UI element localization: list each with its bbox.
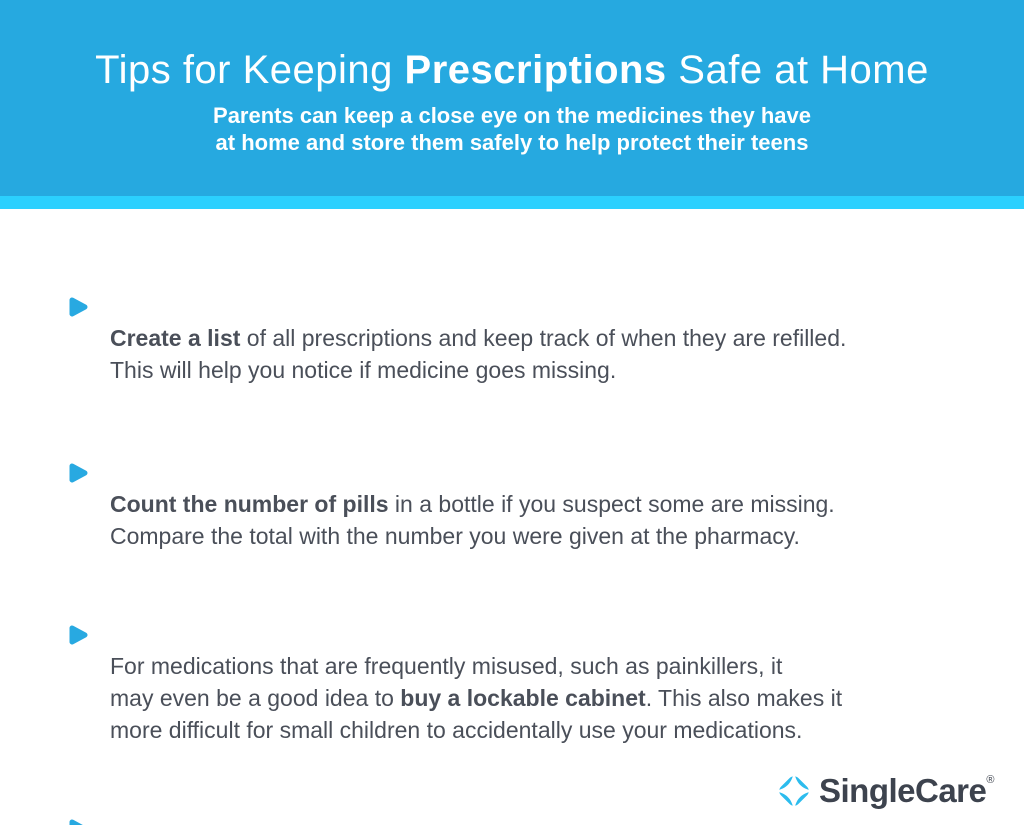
triangle-right-icon — [68, 786, 89, 825]
page-title: Tips for Keeping Prescriptions Safe at H… — [95, 48, 929, 92]
tip-item: Know the symptoms of prescription misuse… — [68, 780, 968, 825]
tip-text: Create a list of all prescriptions and k… — [110, 325, 847, 383]
brand-name: SingleCare® — [818, 772, 994, 809]
tip-text: Count the number of pills in a bottle if… — [110, 491, 835, 549]
header-accent-strip — [0, 196, 1024, 209]
tip-text: For medications that are frequently misu… — [110, 653, 843, 743]
triangle-right-icon — [68, 430, 89, 483]
registered-mark: ® — [986, 774, 994, 786]
header-banner: Tips for Keeping Prescriptions Safe at H… — [0, 0, 1024, 196]
tip-item: For medications that are frequently misu… — [68, 586, 968, 746]
tips-list: Create a list of all prescriptions and k… — [0, 209, 1024, 825]
brand-footer: SingleCare® — [775, 772, 994, 809]
triangle-right-icon — [68, 592, 89, 645]
singlecare-petal-mark-icon — [775, 773, 812, 809]
triangle-right-icon — [68, 264, 89, 317]
tip-item: Create a list of all prescriptions and k… — [68, 258, 968, 386]
page-subtitle: Parents can keep a close eye on the medi… — [213, 103, 811, 155]
tip-item: Count the number of pills in a bottle if… — [68, 424, 968, 552]
